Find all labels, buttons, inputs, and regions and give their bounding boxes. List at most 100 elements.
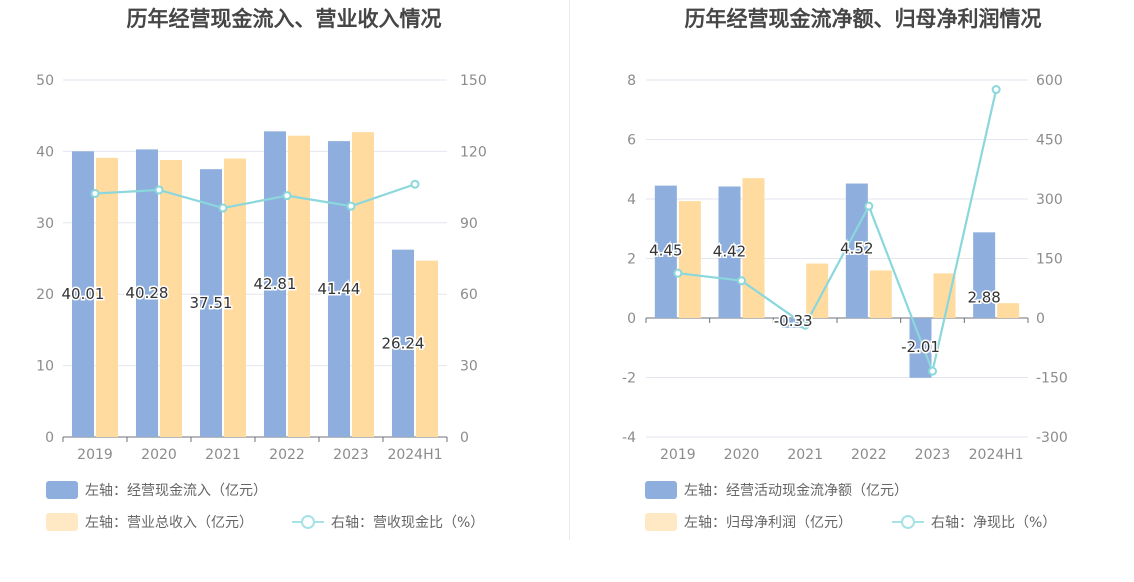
x-axis-category-label: 2020: [724, 447, 760, 463]
left-axis-tick-label: 20: [36, 287, 54, 303]
right-axis-tick-label: 300: [1036, 192, 1063, 208]
left-axis-tick-label: -4: [622, 430, 636, 446]
panel-divider: [569, 0, 570, 540]
legend-line-marker: [901, 515, 915, 529]
data-label: 4.52: [840, 240, 873, 258]
bar-secondary: [997, 303, 1020, 318]
right-axis-tick-label: 60: [460, 287, 478, 303]
ratio-point: [991, 85, 1001, 95]
ratio-point: [928, 366, 937, 376]
data-label: 2.88: [967, 288, 1000, 306]
left-axis-tick-label: 2: [627, 252, 636, 268]
left-axis-tick-label: 8: [627, 73, 636, 89]
right-axis-tick-label: -150: [1036, 371, 1068, 387]
legend-label: 左轴：经营现金流入（亿元）: [85, 483, 267, 499]
ratio-point: [154, 185, 164, 195]
bar-primary: [718, 186, 741, 318]
right-axis-tick-label: 120: [460, 144, 487, 160]
bar-primary: [328, 141, 350, 437]
data-label: 26.24: [382, 334, 425, 352]
bar-secondary: [416, 260, 438, 437]
bar-secondary: [869, 270, 892, 318]
x-axis-category-label: 2024H1: [969, 447, 1024, 463]
left-axis-tick-label: 4: [627, 192, 636, 208]
data-label: 42.81: [254, 275, 297, 293]
right-axis-tick-label: 0: [460, 430, 469, 446]
bar-secondary: [678, 201, 701, 318]
ratio-point: [864, 201, 874, 211]
right-axis-tick-label: 150: [460, 73, 487, 89]
legend-swatch: [645, 481, 677, 499]
left-axis-tick-label: 40: [36, 144, 54, 160]
data-label: 37.51: [190, 294, 233, 312]
bar-primary: [392, 249, 414, 437]
legend-swatch: [46, 481, 78, 499]
ratio-point: [410, 179, 420, 189]
bar-secondary: [160, 159, 182, 437]
x-axis-category-label: 2021: [205, 447, 241, 463]
left-axis-tick-label: 10: [36, 359, 54, 375]
x-axis-category-label: 2024H1: [387, 447, 442, 463]
x-axis-category-label: 2022: [851, 447, 887, 463]
ratio-point: [282, 191, 292, 201]
ratio-point: [218, 203, 228, 213]
legend-label: 右轴：净现比（%）: [931, 515, 1056, 531]
left-axis-tick-label: 0: [45, 430, 54, 446]
bar-primary: [136, 149, 158, 437]
data-label: 40.28: [126, 284, 169, 302]
legend-label: 左轴：经营活动现金流净额（亿元）: [684, 483, 908, 499]
data-label: -2.01: [901, 338, 940, 356]
x-axis-category-label: 2023: [915, 447, 951, 463]
legend-swatch: [46, 513, 78, 531]
data-label: 41.44: [318, 280, 361, 298]
legend-label: 左轴：归母净利润（亿元）: [684, 514, 852, 531]
x-axis-category-label: 2020: [141, 447, 177, 463]
left-axis-tick-label: -2: [622, 371, 636, 387]
bar-primary: [264, 131, 286, 437]
chart-title: 历年经营现金流入、营业收入情况: [127, 7, 442, 31]
legend-swatch: [645, 513, 677, 531]
bar-secondary: [96, 157, 118, 438]
right-axis-tick-label: 600: [1036, 73, 1063, 89]
ratio-line: [677, 89, 998, 375]
right-axis-tick-label: -300: [1036, 430, 1068, 446]
data-label: 40.01: [62, 285, 105, 303]
x-axis-category-label: 2022: [269, 447, 305, 463]
data-label: 4.42: [713, 243, 746, 261]
left-axis-tick-label: 50: [36, 73, 54, 89]
x-axis-category-label: 2019: [77, 447, 113, 463]
legend-label: 右轴：营收现金比（%）: [331, 515, 484, 531]
right-axis-tick-label: 30: [460, 359, 478, 375]
left-axis-tick-label: 30: [36, 216, 54, 232]
x-axis-category-label: 2019: [660, 447, 696, 463]
data-label: 4.45: [649, 242, 682, 260]
legend-line-marker: [301, 515, 315, 529]
right-axis-tick-label: 450: [1036, 133, 1063, 149]
x-axis-category-label: 2021: [787, 447, 823, 463]
ratio-line: [94, 183, 416, 210]
bar-secondary: [742, 178, 765, 318]
ratio-point: [346, 201, 356, 211]
bar-primary: [200, 169, 222, 438]
bar-secondary: [352, 132, 374, 437]
data-label: -0.33: [774, 312, 813, 330]
left-axis-tick-label: 6: [627, 133, 636, 149]
right-axis-tick-label: 90: [460, 216, 478, 232]
bar-primary: [782, 318, 805, 328]
bar-primary: [654, 185, 677, 318]
bar-secondary: [806, 263, 829, 318]
right-axis-tick-label: 150: [1036, 252, 1063, 268]
bar-primary: [909, 318, 932, 378]
legend-label: 左轴：营业总收入（亿元）: [85, 515, 253, 531]
bar-primary: [973, 232, 996, 318]
ratio-point: [90, 189, 100, 199]
ratio-point: [800, 320, 810, 330]
bar-secondary: [224, 158, 246, 438]
ratio-point: [737, 276, 746, 286]
right-axis-tick-label: 0: [1036, 311, 1045, 327]
bar-secondary: [288, 135, 310, 437]
bar-secondary: [933, 273, 956, 318]
x-axis-category-label: 2023: [333, 447, 369, 463]
ratio-point: [673, 268, 683, 278]
